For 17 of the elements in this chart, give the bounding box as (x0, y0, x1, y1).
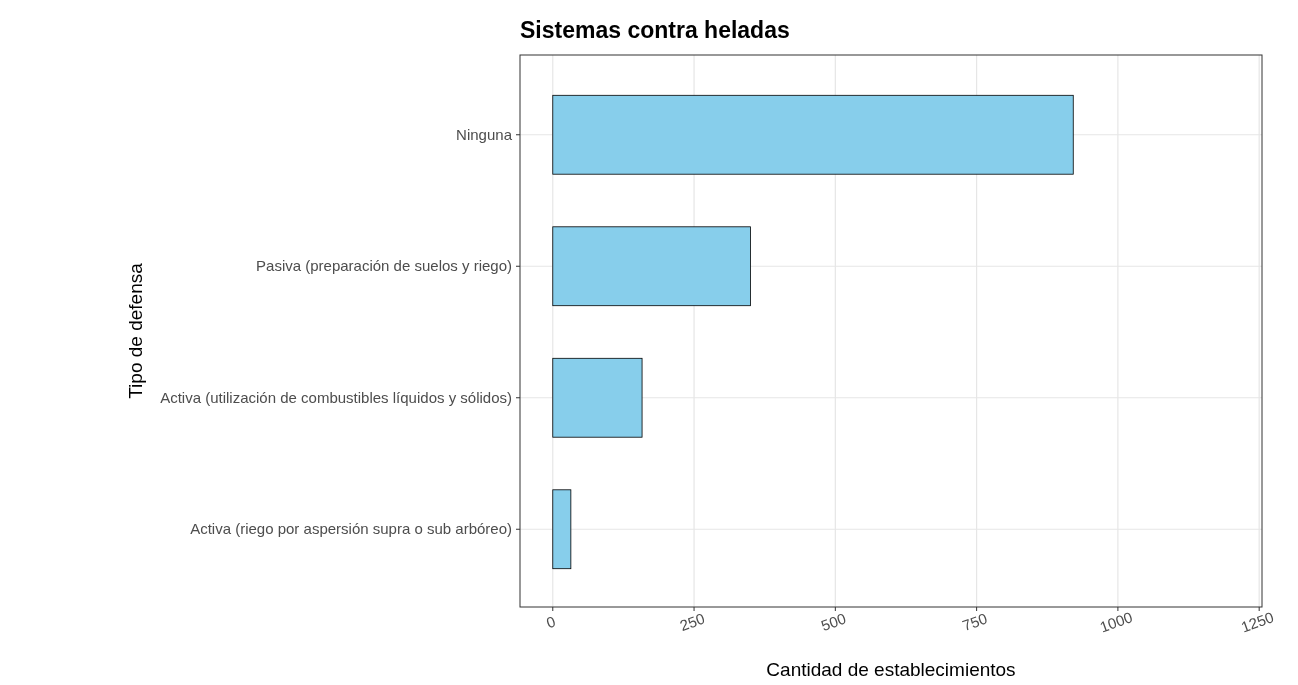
chart-title: Sistemas contra heladas (520, 17, 790, 43)
bar (552, 94, 1074, 175)
y-tick-label: Ninguna (456, 125, 513, 143)
y-tick-label: Activa (utilización de combustibles líquidos y sólidos) (160, 388, 512, 406)
bar (552, 226, 751, 307)
y-axis-title: Tipo de defensa (125, 262, 146, 399)
x-tick-label: 750 (960, 609, 990, 635)
y-tick-label: Activa (riego por aspersión supra o sub arbóreo) (190, 520, 512, 538)
x-tick-label: 250 (677, 609, 707, 635)
x-axis-title: Cantidad de establecimientos (766, 659, 1016, 680)
x-tick-label: 0 (544, 612, 558, 632)
bar (552, 489, 572, 570)
x-tick-label: 1000 (1097, 608, 1135, 636)
bar (552, 357, 643, 438)
x-tick-label: 1250 (1238, 608, 1276, 636)
x-tick-label: 500 (818, 609, 849, 635)
y-tick-label: Pasiva (preparación de suelos y riego) (256, 257, 512, 275)
